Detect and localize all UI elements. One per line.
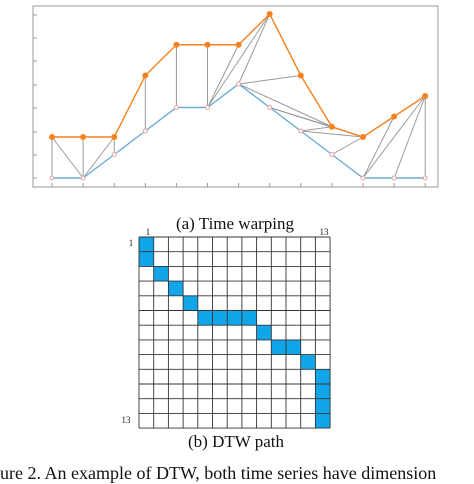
path-cell: [197, 310, 213, 326]
warping-link: [393, 95, 426, 179]
path-cell: [286, 339, 301, 355]
path-cell: [227, 310, 242, 326]
path-cell: [315, 384, 331, 399]
upper-series-point: [204, 41, 211, 48]
path-cell: [183, 295, 198, 311]
upper-series-point: [422, 93, 429, 99]
path-cell: [315, 413, 331, 429]
warping-link: [331, 136, 364, 155]
path-cell: [271, 339, 286, 355]
dtw-path-panel: 1 13 1 13 (b) DTW path: [122, 227, 331, 451]
lower-series-point: [329, 152, 335, 157]
panel-a-caption: (a) Time warping: [176, 214, 295, 233]
path-cell: [168, 281, 184, 296]
plot-ticks: [33, 14, 426, 187]
upper-series-point: [328, 123, 335, 130]
warping-link: [207, 44, 240, 108]
plot-frame: [32, 5, 439, 188]
warping-link: [300, 126, 332, 132]
path-cell: [139, 237, 154, 252]
upper-series-point: [111, 134, 118, 140]
col-label-last: 13: [320, 227, 330, 237]
time-warping-panel: (a) Time warping: [32, 5, 439, 233]
col-label-first: 1: [146, 227, 151, 237]
row-label-last: 13: [122, 415, 132, 425]
lower-series-point: [142, 128, 148, 134]
warping-link: [238, 75, 301, 85]
lower-series-point: [267, 105, 273, 110]
lower-series-point: [422, 175, 428, 181]
warping-link: [362, 116, 395, 179]
path-cell: [139, 251, 154, 267]
warping-link: [82, 136, 115, 179]
lower-series-point: [49, 175, 55, 181]
warping-link: [300, 130, 364, 138]
upper-series-point: [80, 134, 87, 140]
path-cell: [241, 310, 257, 326]
path-cell: [153, 266, 169, 282]
warping-link: [238, 83, 333, 128]
warping-link: [51, 136, 84, 179]
lower-series-point: [360, 175, 366, 181]
upper-series-point: [142, 72, 149, 79]
upper-series-point: [266, 11, 273, 17]
dtw-grid: [138, 236, 331, 429]
dtw-path-cells: [139, 237, 331, 429]
upper-series-point: [360, 134, 366, 140]
lower-series-point: [236, 81, 242, 87]
upper-series-point: [173, 41, 180, 48]
lower-series-point: [298, 128, 304, 134]
panel-b-caption: (b) DTW path: [188, 432, 284, 451]
row-label-first: 1: [129, 238, 134, 248]
upper-series-point: [391, 113, 398, 120]
path-cell: [300, 354, 316, 370]
path-cell: [315, 369, 331, 384]
lower-series-point: [173, 105, 179, 110]
lower-series-point: [391, 175, 397, 181]
lower-series-point: [205, 105, 210, 110]
upper-series-point: [235, 41, 242, 48]
lower-series-line: [52, 83, 426, 179]
warping-link: [238, 13, 271, 85]
path-cell: [315, 398, 331, 414]
lower-series-point: [111, 152, 117, 157]
figure-caption: ure 2. An example of DTW, both time seri…: [0, 463, 436, 483]
upper-series-points: [49, 11, 429, 140]
upper-series-point: [297, 72, 304, 79]
warping-links: [51, 13, 426, 179]
path-cell: [212, 310, 228, 326]
lower-series-point: [80, 175, 86, 181]
path-cell: [256, 325, 272, 340]
warping-link: [207, 13, 271, 108]
upper-series-point: [49, 134, 55, 140]
upper-series-line: [52, 12, 426, 138]
warping-link: [362, 95, 426, 179]
lower-series-points: [49, 81, 428, 181]
